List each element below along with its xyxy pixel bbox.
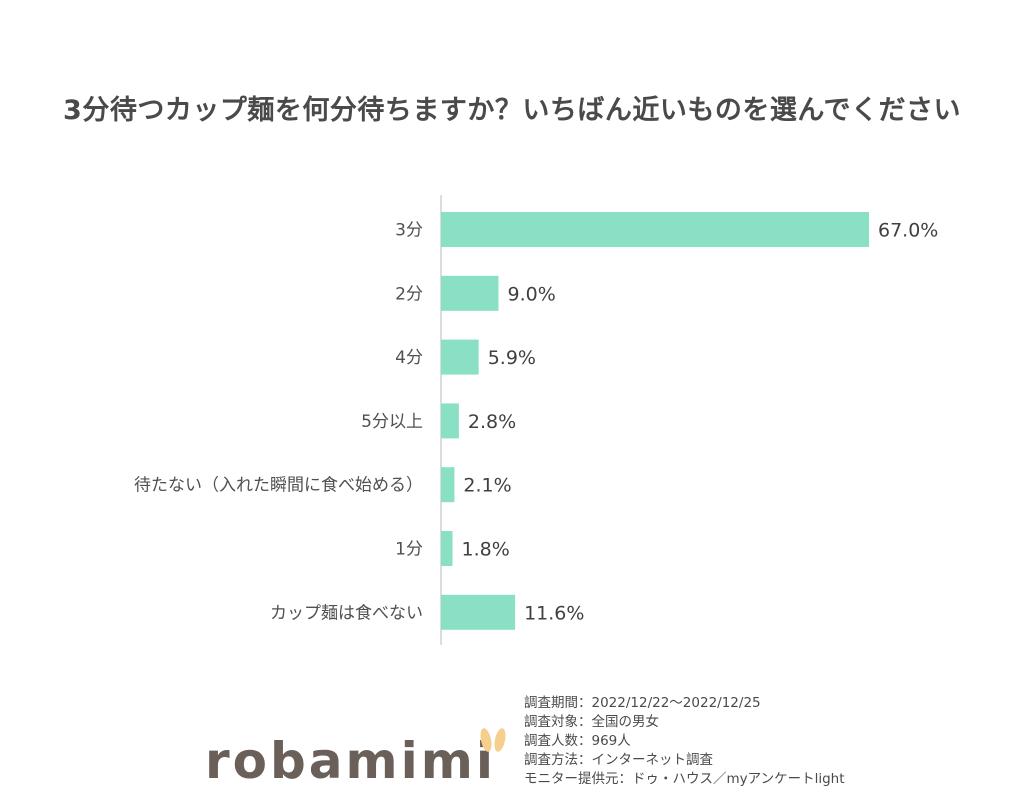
note-count: 調査人数：969人	[524, 733, 631, 749]
bar-3	[441, 403, 459, 439]
robamimi-logo: robamimi	[205, 726, 506, 796]
value-label-1: 9.0%	[507, 283, 555, 305]
bar-chart: 3分 67.0% 2分 9.0% 4分 5.9% 5分以上 2.8% 待たない（入れた瞬間に食べ…	[134, 195, 938, 645]
value-label-4: 2.1%	[463, 475, 511, 497]
note-target: 調査対象：全国の男女	[524, 714, 659, 730]
category-label-5: 1分	[395, 540, 423, 560]
bar-0	[441, 212, 869, 247]
bar-6	[441, 594, 516, 630]
bar-1	[441, 275, 499, 311]
note-method: 調査方法：インターネット調査	[524, 752, 713, 768]
value-label-2: 5.9%	[488, 347, 536, 369]
value-label-0: 67.0%	[878, 220, 938, 242]
bar-2	[441, 339, 479, 375]
category-label-1: 2分	[395, 284, 423, 304]
category-label-2: 4分	[395, 348, 423, 368]
ears-icon	[480, 728, 506, 752]
bar-5	[441, 531, 453, 566]
value-label-5: 1.8%	[461, 539, 509, 561]
category-label-4: 待たない（入れた瞬間に食べ始める）	[134, 476, 423, 496]
value-label-6: 11.6%	[524, 602, 584, 624]
value-label-3: 2.8%	[468, 411, 516, 433]
logo-text: robamimi	[205, 732, 497, 790]
category-label-0: 3分	[395, 221, 423, 241]
category-label-3: 5分以上	[361, 412, 423, 432]
bar-4	[441, 467, 455, 503]
survey-notes: 調査期間：2022/12/22〜2022/12/25 調査対象：全国の男女 調査…	[524, 694, 845, 789]
category-label-6: カップ麺は食べない	[270, 603, 423, 623]
note-provider: モニター提供元：ドゥ・ハウス／myアンケートlight	[524, 771, 845, 787]
note-period: 調査期間：2022/12/22〜2022/12/25	[524, 695, 761, 711]
bars-group: 3分 67.0% 2分 9.0% 4分 5.9% 5分以上 2.8% 待たない（入れた瞬間に食べ…	[134, 212, 938, 630]
chart-title: 3分待つカップ麺を何分待ちますか？いちばん近いものを選んでください	[63, 95, 961, 126]
